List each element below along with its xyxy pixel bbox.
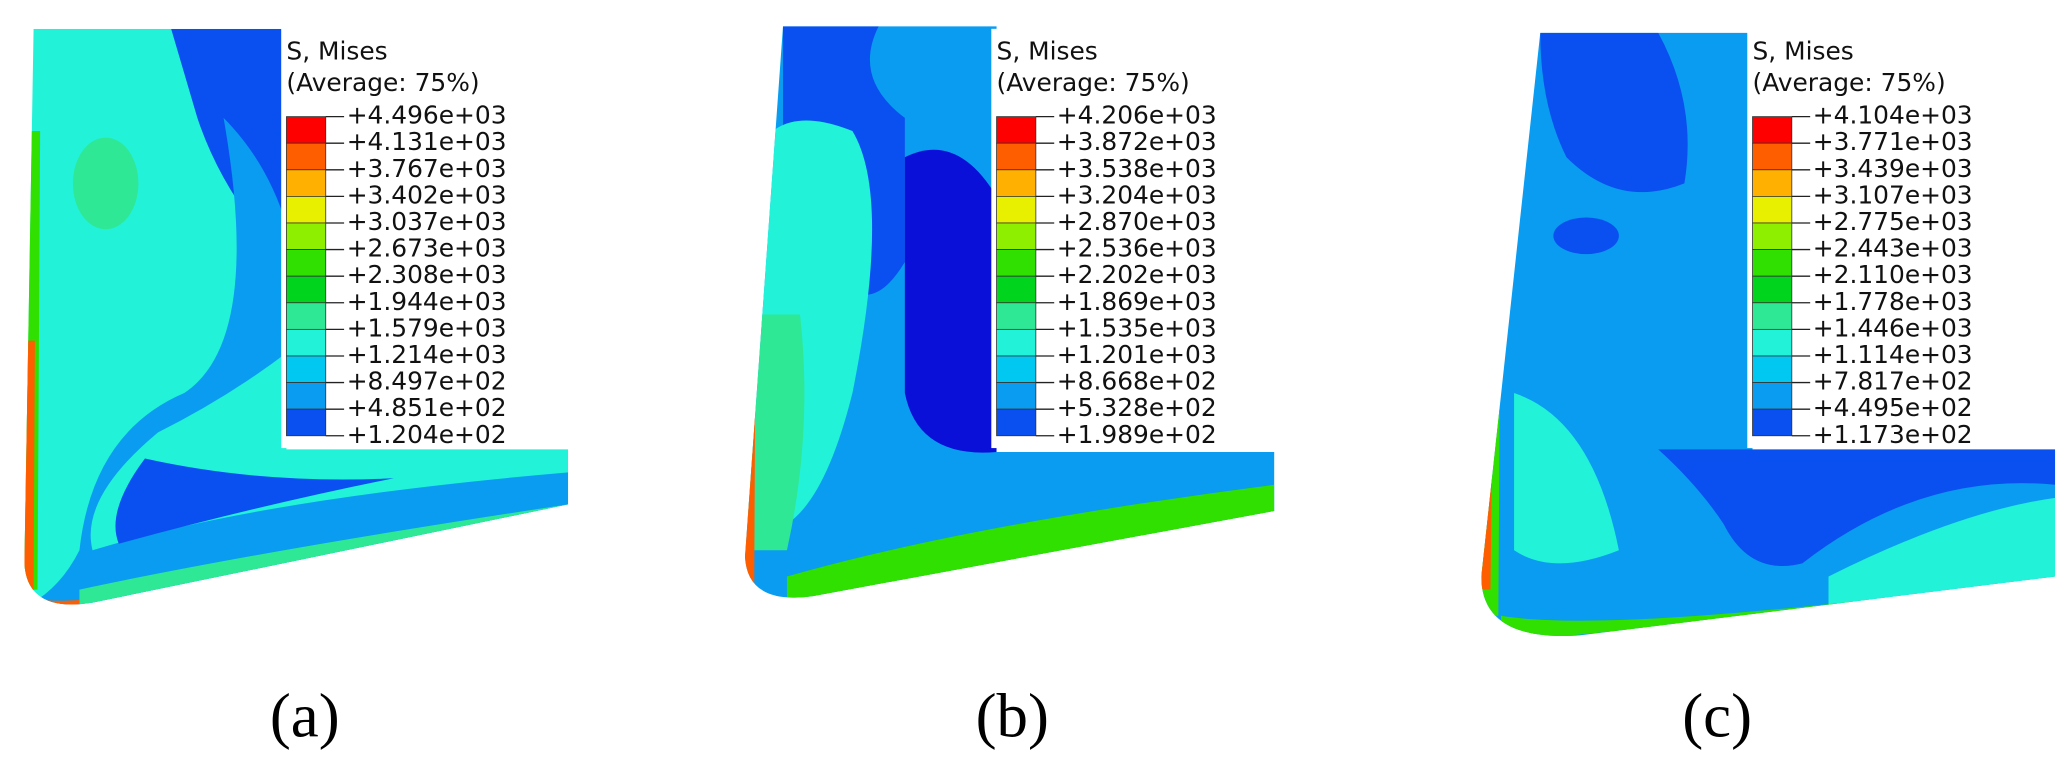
legend-swatch	[1752, 302, 1793, 330]
legend-label: +2.536e+03	[1057, 234, 1217, 263]
legend-subtitle: (Average: 75%)	[1753, 68, 1946, 97]
legend-swatch	[286, 382, 327, 410]
legend-subtitle: (Average: 75%)	[997, 68, 1190, 97]
legend-subtitle: (Average: 75%)	[286, 68, 479, 97]
legend-swatch	[1752, 222, 1793, 250]
legend-label: +2.870e+03	[1057, 207, 1217, 236]
legend-label: +4.851e+02	[347, 393, 507, 422]
legend-label: +4.496e+03	[347, 101, 507, 130]
legend-label: +1.204e+02	[347, 420, 507, 449]
legend-title: S, Mises	[997, 36, 1098, 65]
legend: S, Mises (Average: 75%) +4.206e+03+3.872e+…	[991, 28, 1275, 449]
legend-label: +3.037e+03	[347, 207, 507, 236]
legend-label: +3.872e+03	[1057, 127, 1217, 156]
legend: S, Mises (Average: 75%) +4.496e+03+4.131e+…	[281, 28, 569, 449]
legend-swatch	[1752, 169, 1793, 197]
legend-swatch	[1752, 275, 1793, 304]
legend-label: +2.775e+03	[1813, 207, 1973, 236]
legend-label: +3.204e+03	[1057, 180, 1217, 209]
legend-label: +3.402e+03	[347, 180, 507, 209]
legend-label: +2.110e+03	[1813, 260, 1973, 289]
legend-swatch	[1752, 249, 1793, 277]
legend-label: +1.201e+03	[1057, 340, 1217, 369]
caption: (a)	[270, 680, 340, 750]
legend-label: +4.206e+03	[1057, 101, 1217, 130]
legend-swatch	[1752, 382, 1793, 410]
legend-label: +1.869e+03	[1057, 287, 1217, 316]
legend-swatch	[286, 408, 327, 437]
legend-background	[281, 28, 569, 449]
legend-label: +3.538e+03	[1057, 154, 1217, 183]
legend-swatch	[996, 302, 1037, 330]
legend-swatch	[1752, 116, 1793, 144]
legend-swatch	[1752, 328, 1793, 357]
legend-swatch	[286, 222, 327, 250]
legend-label: +3.767e+03	[347, 154, 507, 183]
legend-swatch	[996, 408, 1037, 437]
caption: (c)	[1682, 680, 1752, 750]
legend-label: +4.104e+03	[1813, 101, 1973, 130]
legend-swatch	[286, 196, 327, 224]
legend-swatch	[286, 169, 327, 197]
legend-swatch	[286, 275, 327, 304]
legend-swatch	[286, 328, 327, 357]
legend-swatch	[1752, 196, 1793, 224]
legend-swatch	[1752, 142, 1793, 171]
legend-label: +1.579e+03	[347, 313, 507, 342]
legend-label: +1.114e+03	[1813, 340, 1973, 369]
legend-background	[1747, 28, 2056, 449]
legend-label: +2.443e+03	[1813, 234, 1973, 263]
legend: S, Mises (Average: 75%) +4.104e+03+3.771e+…	[1747, 28, 2056, 449]
legend-label: +1.214e+03	[347, 340, 507, 369]
legend-swatch	[1752, 408, 1793, 437]
legend-swatch	[996, 382, 1037, 410]
legend-swatch	[996, 196, 1037, 224]
legend-swatch	[996, 249, 1037, 277]
legend-swatch	[286, 355, 327, 383]
legend-swatch	[996, 116, 1037, 144]
legend-label: +3.771e+03	[1813, 127, 1973, 156]
legend-title: S, Mises	[1753, 36, 1854, 65]
legend-label: +7.817e+02	[1813, 367, 1973, 396]
legend-background	[991, 28, 1275, 449]
legend-swatch	[286, 116, 327, 144]
legend-swatch	[996, 328, 1037, 357]
legend-label: +3.439e+03	[1813, 154, 1973, 183]
legend-swatch	[996, 222, 1037, 250]
legend-label: +5.328e+02	[1057, 393, 1217, 422]
caption: (b)	[976, 680, 1049, 750]
legend-swatch	[996, 275, 1037, 304]
legend-swatch	[286, 142, 327, 171]
legend-label: +3.107e+03	[1813, 180, 1973, 209]
legend-label: +2.308e+03	[347, 260, 507, 289]
legend-swatch	[996, 355, 1037, 383]
legend-label: +1.173e+02	[1813, 420, 1973, 449]
legend-label: +2.673e+03	[347, 234, 507, 263]
legend-label: +1.535e+03	[1057, 313, 1217, 342]
legend-label: +2.202e+03	[1057, 260, 1217, 289]
legend-swatch	[286, 249, 327, 277]
legend-label: +1.778e+03	[1813, 287, 1973, 316]
legend-title: S, Mises	[286, 36, 387, 65]
legend-label: +8.668e+02	[1057, 367, 1217, 396]
legend-swatch	[286, 302, 327, 330]
legend-label: +8.497e+02	[347, 367, 507, 396]
legend-label: +1.446e+03	[1813, 313, 1973, 342]
legend-label: +4.131e+03	[347, 127, 507, 156]
legend-label: +1.944e+03	[347, 287, 507, 316]
legend-label: +4.495e+02	[1813, 393, 1973, 422]
legend-swatch	[996, 169, 1037, 197]
legend-label: +1.989e+02	[1057, 420, 1217, 449]
legend-swatch	[1752, 355, 1793, 383]
legend-swatch	[996, 142, 1037, 171]
